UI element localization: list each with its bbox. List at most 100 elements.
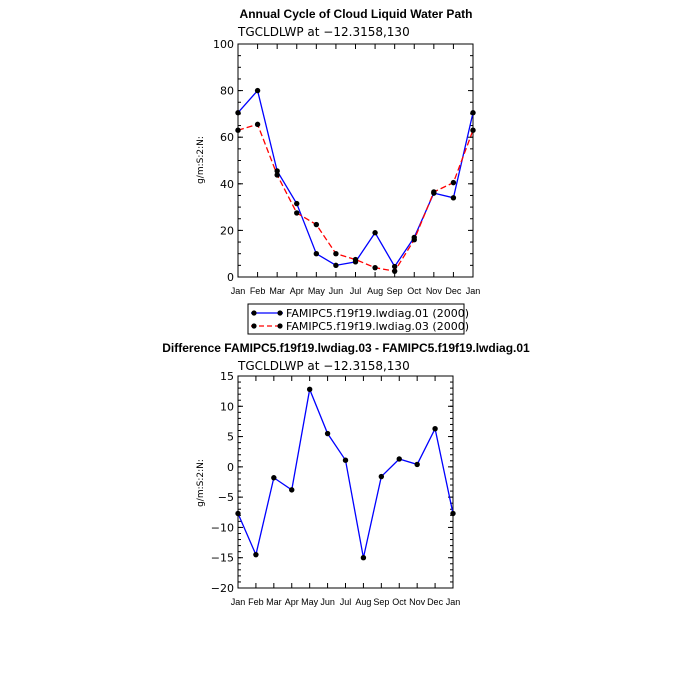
x-tick-label: Aug: [355, 597, 371, 607]
data-point: [372, 230, 378, 236]
y-tick-label: −5: [218, 491, 234, 504]
y-tick-label: 20: [220, 224, 234, 237]
chart-title: Difference FAMIPC5.f19f19.lwdiag.03 - FA…: [162, 341, 530, 355]
x-tick-label: Oct: [407, 286, 422, 296]
y-axis-label: g/m:S:2:N:: [196, 136, 206, 184]
data-point: [414, 461, 420, 468]
legend: FAMIPC5.f19f19.lwdiag.01 (2000) FAMIPC5.…: [247, 303, 469, 335]
legend-label-series-2: FAMIPC5.f19f19.lwdiag.03 (2000): [286, 320, 469, 333]
data-point: [274, 168, 280, 174]
data-point: [450, 510, 456, 517]
data-point: [271, 475, 277, 481]
legend-label-series-1: FAMIPC5.f19f19.lwdiag.01 (2000): [286, 307, 469, 320]
data-point: [378, 473, 385, 480]
data-point: [333, 251, 339, 257]
chart-subtitle: TGCLDLWP at −12.3158,130: [237, 25, 410, 39]
data-point: [253, 551, 259, 558]
x-tick-label: Feb: [248, 597, 264, 607]
chart-subtitle: TGCLDLWP at −12.3158,130: [237, 359, 410, 373]
series-line-1: [237, 89, 474, 268]
plot-frame: [237, 43, 474, 278]
data-point: [235, 510, 241, 517]
x-tick-label: Jun: [329, 286, 344, 296]
x-tick-label: Dec: [427, 597, 444, 607]
data-point: [372, 264, 378, 271]
data-point: [254, 121, 261, 128]
data-point: [313, 251, 320, 257]
y-tick-label: −15: [211, 552, 234, 565]
data-point: [432, 425, 438, 432]
x-tick-label: Feb: [250, 286, 266, 296]
y-axis: 15 10 5 0 −5 −10 −15 −20: [211, 370, 453, 595]
series-line-1: [237, 386, 454, 558]
x-tick-label: May: [308, 286, 326, 296]
x-tick-label: Nov: [409, 597, 426, 607]
data-point: [391, 268, 398, 274]
x-tick-label: Jul: [340, 597, 352, 607]
x-tick-label: Aug: [367, 286, 383, 296]
plot-frame: [237, 375, 454, 589]
x-axis: Jan Feb Mar Apr May Jun Jul Aug Sep Oct Nov Dec Jan: [231, 44, 481, 296]
series-group: [235, 386, 456, 561]
x-tick-label: Apr: [285, 597, 299, 607]
x-tick-label: Jan: [466, 286, 481, 296]
legend-box: [247, 303, 465, 335]
x-tick-label: Jan: [446, 597, 461, 607]
y-tick-label: 80: [220, 85, 234, 98]
legend-marker-series-1: [277, 310, 283, 316]
legend-marker-series-2: [277, 323, 283, 329]
y-tick-label: 100: [213, 38, 234, 51]
data-point: [411, 237, 417, 243]
y-tick-label: 5: [227, 431, 234, 444]
data-point: [431, 189, 437, 195]
data-point: [333, 262, 339, 269]
data-point: [324, 430, 331, 437]
x-tick-label: Jul: [350, 286, 362, 296]
x-axis: Jan Feb Mar Apr May Jun Jul Aug Sep Oct Nov Dec Jan: [231, 376, 461, 607]
y-tick-label: 40: [220, 178, 234, 191]
y-axis: 0 20 40 60 80 100: [213, 38, 473, 284]
series-line-2: [237, 123, 474, 272]
data-point: [450, 179, 457, 186]
data-point: [360, 555, 367, 561]
x-tick-label: Jan: [231, 286, 246, 296]
annual-cycle-chart: Annual Cycle of Cloud Liquid Water Path …: [196, 7, 480, 296]
y-axis-label: g/m:S:2:N:: [196, 459, 206, 507]
chart-title: Annual Cycle of Cloud Liquid Water Path: [240, 7, 473, 21]
data-point: [306, 386, 313, 393]
data-point: [235, 127, 241, 133]
x-tick-label: Dec: [445, 286, 462, 296]
data-point: [450, 195, 457, 201]
data-point: [342, 457, 349, 463]
y-tick-label: 10: [220, 400, 234, 413]
difference-chart: Difference FAMIPC5.f19f19.lwdiag.03 - FA…: [162, 341, 530, 607]
data-point: [289, 487, 295, 493]
x-tick-label: Mar: [269, 286, 285, 296]
y-tick-label: 0: [227, 271, 234, 284]
data-point: [294, 210, 300, 216]
data-point: [254, 87, 261, 94]
y-tick-label: −20: [211, 582, 234, 595]
x-tick-label: Mar: [266, 597, 282, 607]
data-point: [274, 172, 280, 178]
data-point: [470, 127, 476, 133]
data-point: [313, 221, 320, 228]
data-point: [391, 263, 398, 270]
y-tick-label: 15: [220, 370, 234, 383]
data-point: [235, 110, 241, 116]
legend-marker-series-2: [251, 323, 257, 329]
x-tick-label: Oct: [392, 597, 407, 607]
y-tick-label: 0: [227, 461, 234, 474]
x-tick-label: Sep: [373, 597, 389, 607]
x-tick-label: Jan: [231, 597, 246, 607]
data-point: [294, 200, 300, 207]
data-point: [470, 110, 476, 116]
x-tick-label: May: [301, 597, 319, 607]
y-tick-label: 60: [220, 131, 234, 144]
x-tick-label: Nov: [426, 286, 443, 296]
legend-marker-series-1: [251, 310, 257, 316]
series-group: [235, 87, 476, 274]
x-tick-label: Sep: [387, 286, 403, 296]
y-tick-label: −10: [211, 521, 234, 534]
